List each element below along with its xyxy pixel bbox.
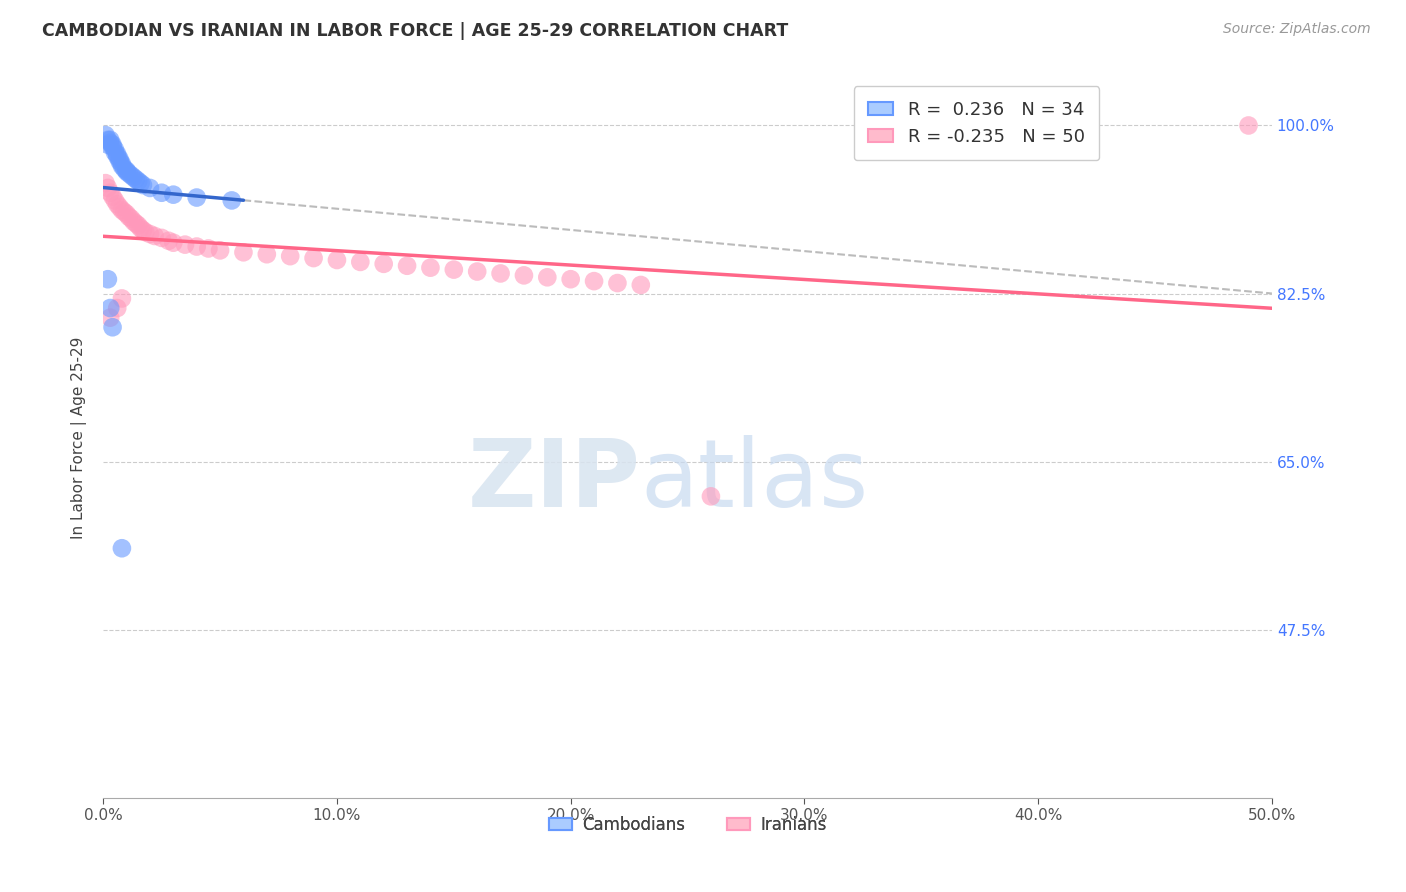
Point — [98, 301, 121, 315]
Point — [98, 310, 121, 325]
Point — [105, 147, 128, 161]
Point — [112, 205, 135, 219]
Point — [560, 272, 582, 286]
Point — [186, 190, 208, 204]
Point — [419, 260, 441, 275]
Point — [132, 223, 155, 237]
Point — [197, 242, 219, 256]
Point — [150, 231, 173, 245]
Point — [115, 164, 138, 178]
Point — [98, 186, 121, 200]
Point — [111, 202, 134, 217]
Point — [122, 170, 145, 185]
Point — [132, 178, 155, 192]
Point — [98, 136, 121, 150]
Point — [174, 237, 197, 252]
Point — [221, 194, 243, 208]
Point — [139, 181, 162, 195]
Point — [134, 225, 156, 239]
Point — [104, 143, 127, 157]
Point — [209, 244, 232, 258]
Point — [162, 235, 184, 250]
Text: atlas: atlas — [641, 435, 869, 527]
Point — [513, 268, 536, 283]
Text: Source: ZipAtlas.com: Source: ZipAtlas.com — [1223, 22, 1371, 37]
Point — [111, 157, 134, 171]
Point — [536, 270, 558, 285]
Point — [105, 149, 128, 163]
Point — [108, 200, 131, 214]
Point — [700, 489, 723, 503]
Point — [186, 239, 208, 253]
Point — [373, 257, 395, 271]
Point — [143, 229, 166, 244]
Point — [489, 267, 512, 281]
Point — [122, 214, 145, 228]
Point — [120, 169, 142, 183]
Point — [101, 189, 124, 203]
Point — [104, 145, 127, 160]
Point — [150, 186, 173, 200]
Point — [1237, 119, 1260, 133]
Point — [630, 277, 652, 292]
Point — [232, 245, 254, 260]
Point — [101, 320, 124, 334]
Legend: Cambodians, Iranians: Cambodians, Iranians — [543, 809, 834, 840]
Point — [115, 207, 138, 221]
Point — [349, 255, 371, 269]
Point — [465, 264, 488, 278]
Point — [105, 301, 128, 315]
Point — [118, 210, 141, 224]
Point — [125, 172, 148, 186]
Point — [98, 133, 121, 147]
Point — [302, 251, 325, 265]
Point — [101, 137, 124, 152]
Point — [129, 221, 152, 235]
Point — [105, 197, 128, 211]
Point — [162, 187, 184, 202]
Point — [94, 176, 117, 190]
Point — [97, 181, 120, 195]
Point — [157, 234, 180, 248]
Point — [101, 139, 124, 153]
Point — [112, 161, 135, 176]
Point — [97, 133, 120, 147]
Y-axis label: In Labor Force | Age 25-29: In Labor Force | Age 25-29 — [72, 336, 87, 539]
Point — [127, 219, 149, 233]
Point — [127, 174, 149, 188]
Point — [94, 128, 117, 142]
Point — [278, 249, 301, 263]
Point — [97, 137, 120, 152]
Point — [115, 163, 138, 178]
Point — [139, 227, 162, 241]
Point — [583, 274, 606, 288]
Point — [111, 541, 134, 556]
Point — [108, 152, 131, 166]
Point — [606, 276, 628, 290]
Point — [326, 252, 349, 267]
Point — [120, 211, 142, 226]
Point — [111, 292, 134, 306]
Point — [118, 167, 141, 181]
Point — [396, 259, 419, 273]
Point — [129, 176, 152, 190]
Point — [125, 217, 148, 231]
Point — [108, 154, 131, 169]
Point — [256, 247, 278, 261]
Point — [97, 272, 120, 286]
Point — [104, 194, 127, 208]
Point — [111, 159, 134, 173]
Point — [443, 262, 465, 277]
Text: CAMBODIAN VS IRANIAN IN LABOR FORCE | AGE 25-29 CORRELATION CHART: CAMBODIAN VS IRANIAN IN LABOR FORCE | AG… — [42, 22, 789, 40]
Text: ZIP: ZIP — [468, 435, 641, 527]
